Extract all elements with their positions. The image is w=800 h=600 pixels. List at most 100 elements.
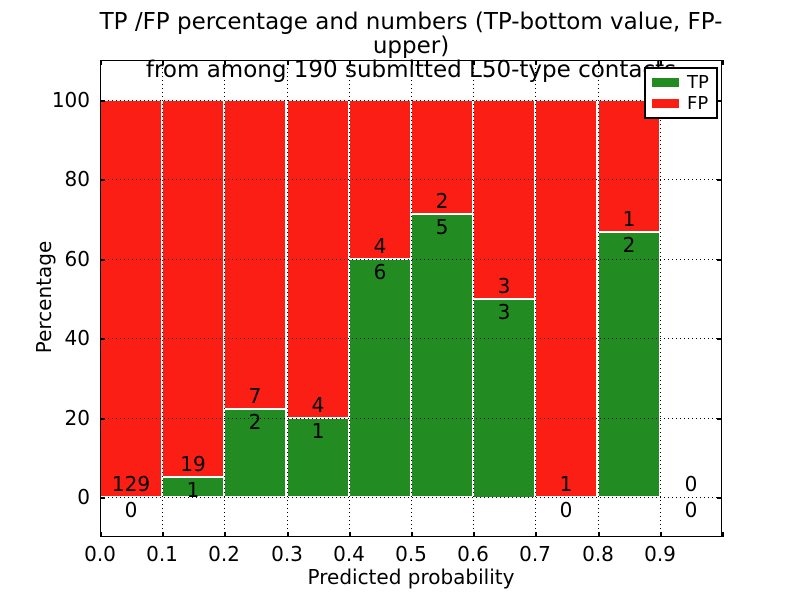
bar-segment-fp: [598, 100, 660, 232]
bar-segment-tp: [411, 214, 473, 497]
x-gridline: [411, 60, 412, 537]
y-tick-left: [100, 418, 105, 420]
bar-segment-fp: [535, 100, 597, 497]
x-tick-top: [224, 60, 226, 65]
fp-count-label: 7: [248, 384, 262, 408]
y-tick-label: 40: [64, 326, 90, 350]
x-tick-label: 0.6: [457, 542, 489, 566]
tp-count-label: 1: [311, 419, 325, 443]
fp-count-label: 3: [497, 274, 511, 298]
x-tick-top: [598, 60, 600, 65]
x-tick-top: [473, 60, 475, 65]
fp-count-label: 4: [311, 393, 325, 417]
y-tick-label: 0: [77, 485, 90, 509]
y-tick-right: [717, 338, 722, 340]
x-gridline: [349, 60, 350, 537]
y-tick-left: [100, 259, 105, 261]
x-tick-bottom: [224, 532, 226, 537]
tp-count-label: 6: [373, 260, 387, 284]
y-tick-label: 20: [64, 406, 90, 430]
bar-segment-tp: [349, 259, 411, 497]
x-tick-label: 0.2: [208, 542, 240, 566]
fp-count-label: 2: [435, 189, 449, 213]
tp-count-label: 2: [248, 410, 262, 434]
x-gridline: [473, 60, 474, 537]
legend-label-tp: TP: [687, 72, 709, 93]
x-tick-label: 0.3: [271, 542, 303, 566]
x-tick-top: [722, 60, 724, 65]
legend: TP FP: [644, 67, 718, 119]
x-tick-top: [100, 60, 102, 65]
x-tick-bottom: [411, 532, 413, 537]
tp-swatch: [652, 78, 679, 87]
tp-count-label: 2: [622, 233, 636, 257]
y-tick-label: 60: [64, 247, 90, 271]
bar-segment-tp: [473, 299, 535, 498]
x-tick-label: 0.4: [333, 542, 365, 566]
bar-segment-fp: [224, 100, 286, 409]
bar-segment-fp: [473, 100, 535, 299]
fp-count-label: 1: [559, 472, 573, 496]
x-gridline: [660, 60, 661, 537]
y-tick-label: 80: [64, 167, 90, 191]
chart-title: TP /FP percentage and numbers (TP-bottom…: [89, 10, 733, 82]
tp-count-label: 5: [435, 215, 449, 239]
x-gridline: [287, 60, 288, 537]
plot-area: TP FP 129 0 19 1 7 2 4 1 4 6 2 5 3 3 1 0 1 2 0 0: [100, 60, 724, 537]
x-tick-top: [535, 60, 537, 65]
fp-swatch: [652, 99, 679, 108]
x-tick-bottom: [535, 532, 537, 537]
tp-count-label: 1: [186, 478, 200, 502]
fp-count-label: 4: [373, 234, 387, 258]
x-tick-label: 0.5: [395, 542, 427, 566]
x-tick-label: 0.9: [644, 542, 676, 566]
x-gridline: [162, 60, 163, 537]
x-gridline: [598, 60, 599, 537]
y-tick-left: [100, 497, 105, 499]
fp-count-label: 0: [684, 472, 698, 496]
bar-segment-fp: [100, 100, 162, 497]
y-tick-label: 100: [51, 88, 90, 112]
bar-segment-tp: [598, 232, 660, 497]
x-tick-top: [162, 60, 164, 65]
y-tick-right: [717, 497, 722, 499]
y-tick-right: [717, 179, 722, 181]
x-tick-top: [349, 60, 351, 65]
x-tick-bottom: [473, 532, 475, 537]
chart-title-line1: TP /FP percentage and numbers (TP-bottom…: [99, 9, 723, 59]
bar-segment-fp: [162, 100, 224, 477]
y-tick-right: [717, 259, 722, 261]
x-gridline: [535, 60, 536, 537]
x-tick-bottom: [722, 532, 724, 537]
tp-count-label: 0: [124, 498, 138, 522]
legend-label-fp: FP: [687, 93, 709, 114]
x-gridline: [224, 60, 225, 537]
tp-count-label: 0: [684, 498, 698, 522]
y-tick-right: [717, 418, 722, 420]
y-tick-left: [100, 100, 105, 102]
y-tick-left: [100, 179, 105, 181]
fp-count-label: 129: [111, 472, 151, 496]
y-tick-left: [100, 338, 105, 340]
x-tick-label: 0.8: [582, 542, 614, 566]
x-tick-bottom: [162, 532, 164, 537]
x-tick-bottom: [287, 532, 289, 537]
x-tick-bottom: [660, 532, 662, 537]
x-tick-bottom: [100, 532, 102, 537]
legend-item-fp: FP: [652, 93, 709, 114]
x-tick-bottom: [598, 532, 600, 537]
x-tick-bottom: [349, 532, 351, 537]
x-tick-top: [411, 60, 413, 65]
x-tick-top: [660, 60, 662, 65]
fp-count-label: 19: [180, 452, 206, 476]
legend-item-tp: TP: [652, 72, 709, 93]
x-tick-top: [287, 60, 289, 65]
x-tick-label: 0.7: [519, 542, 551, 566]
tp-count-label: 3: [497, 300, 511, 324]
x-tick-label: 0.0: [84, 542, 116, 566]
y-tick-right: [717, 100, 722, 102]
tp-count-label: 0: [559, 498, 573, 522]
x-axis-label: Predicted probability: [307, 565, 515, 589]
x-tick-label: 0.1: [146, 542, 178, 566]
